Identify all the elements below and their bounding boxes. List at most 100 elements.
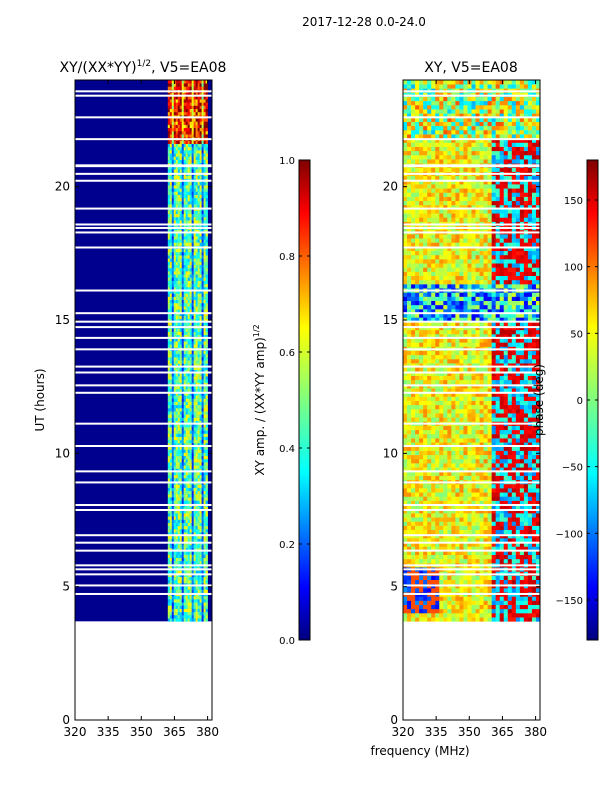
left-heatmap-cell: [177, 586, 181, 590]
right-heatmap-cell: [503, 600, 509, 605]
left-heatmap-cell: [185, 251, 188, 256]
left-heatmap-cell: [179, 357, 183, 361]
left-heatmap-cell: [195, 341, 198, 345]
left-heatmap-cell: [201, 108, 204, 113]
left-title-exponent: 1/2: [137, 59, 151, 69]
left-heatmap-cell: [167, 528, 171, 533]
left-heatmap-cell: [185, 478, 188, 482]
right-heatmap-cell: [511, 596, 517, 601]
right-heatmap-cell: [403, 463, 408, 468]
left-heatmap-cell: [183, 315, 187, 320]
right-heatmap-cell: [427, 558, 432, 564]
left-heatmap-cell: [195, 586, 198, 590]
left-heatmap-cell: [195, 248, 198, 253]
left-heatmap-cell: [205, 204, 208, 208]
left-heatmap-cell: [201, 385, 204, 390]
left-heatmap-cell: [205, 232, 208, 237]
left-heatmap-cell: [197, 350, 200, 355]
right-heatmap-cell: [483, 450, 488, 456]
left-heatmap-cell: [193, 372, 196, 377]
right-heatmap-cell: [531, 488, 537, 493]
left-heatmap-cell: [197, 560, 200, 565]
left-heatmap-cell: [181, 407, 185, 412]
left-heatmap-cell: [201, 458, 204, 463]
left-heatmap-cell: [203, 239, 206, 243]
right-heatmap-cell: [427, 517, 432, 522]
right-heatmap-cell: [439, 575, 444, 580]
left-heatmap-cell: [191, 159, 194, 164]
right-heatmap-cell: [467, 525, 472, 531]
left-heatmap-cell: [201, 478, 204, 482]
left-heatmap-cell: [175, 165, 179, 170]
left-heatmap-cell: [179, 366, 183, 371]
left-heatmap-cell: [177, 465, 181, 469]
left-heatmap-cell: [179, 474, 183, 479]
left-heatmap-cell: [201, 258, 204, 262]
left-heatmap-cell: [193, 261, 196, 265]
left-heatmap-cell: [171, 602, 175, 606]
left-heatmap-cell: [171, 286, 175, 291]
left-heatmap-cell: [175, 341, 179, 345]
left-heatmap-cell: [181, 395, 185, 399]
left-heatmap-cell: [201, 509, 204, 514]
left-heatmap-cell: [205, 111, 208, 116]
right-heatmap-cell: [411, 608, 416, 614]
right-heatmap-cell: [503, 508, 509, 514]
right-heatmap-cell: [403, 617, 408, 622]
right-heatmap-cell: [431, 496, 436, 501]
right-heatmap-cell: [439, 608, 444, 614]
left-heatmap-cell: [167, 407, 171, 412]
left-flagged-row: [75, 320, 212, 323]
left-heatmap-cell: [205, 322, 208, 326]
left-heatmap-cell: [173, 143, 177, 148]
right-heatmap-cell: [531, 513, 537, 518]
left-heatmap-cell: [187, 417, 190, 422]
left-heatmap-cell: [169, 277, 173, 281]
right-heatmap-cell: [423, 450, 428, 456]
left-heatmap-cell: [169, 608, 173, 613]
left-heatmap-cell: [201, 474, 204, 479]
left-heatmap-cell: [187, 337, 190, 342]
left-heatmap-cell: [177, 216, 181, 221]
left-heatmap-cell: [201, 286, 204, 291]
left-heatmap-cell: [191, 468, 194, 472]
right-heatmap-cell: [423, 433, 428, 439]
left-heatmap-cell: [185, 602, 188, 606]
left-heatmap-cell: [205, 127, 208, 132]
right-heatmap-cell: [455, 442, 460, 447]
right-heatmap-cell: [503, 442, 509, 447]
left-heatmap-cell: [167, 315, 171, 320]
left-heatmap-cell: [189, 490, 192, 495]
right-heatmap-cell: [407, 488, 412, 493]
left-heatmap-cell: [187, 83, 190, 87]
left-heatmap-cell: [173, 468, 177, 472]
left-heatmap-cell: [169, 274, 173, 278]
right-heatmap-cell: [435, 504, 440, 510]
right-heatmap-cell: [491, 525, 496, 531]
left-heatmap-cell: [205, 271, 208, 275]
left-heatmap-cell: [173, 360, 177, 364]
left-heatmap-cell: [175, 458, 179, 463]
left-heatmap-cell: [175, 579, 179, 584]
left-heatmap-cell: [171, 216, 175, 221]
left-heatmap-cell: [183, 80, 187, 84]
right-heatmap-cell: [479, 588, 484, 593]
left-heatmap-cell: [187, 293, 190, 297]
left-heatmap-cell: [175, 83, 179, 87]
left-heatmap-cell: [177, 204, 181, 208]
left-heatmap-cell: [183, 255, 187, 259]
left-heatmap-cell: [183, 493, 187, 498]
left-heatmap-cell: [195, 80, 198, 84]
left-heatmap-cell: [193, 471, 196, 476]
left-heatmap-cell: [187, 286, 190, 291]
left-heatmap-cell: [193, 360, 196, 364]
right-heatmap-cell: [423, 483, 428, 489]
left-heatmap-cell: [169, 551, 173, 555]
left-heatmap-cell: [193, 443, 196, 447]
left-heatmap-cell: [173, 605, 177, 609]
left-heatmap-cell: [183, 538, 187, 543]
left-heatmap-cell: [195, 471, 198, 476]
left-heatmap-cell: [199, 363, 202, 367]
left-heatmap-cell: [203, 392, 206, 396]
right-heatmap-cell: [455, 604, 460, 610]
